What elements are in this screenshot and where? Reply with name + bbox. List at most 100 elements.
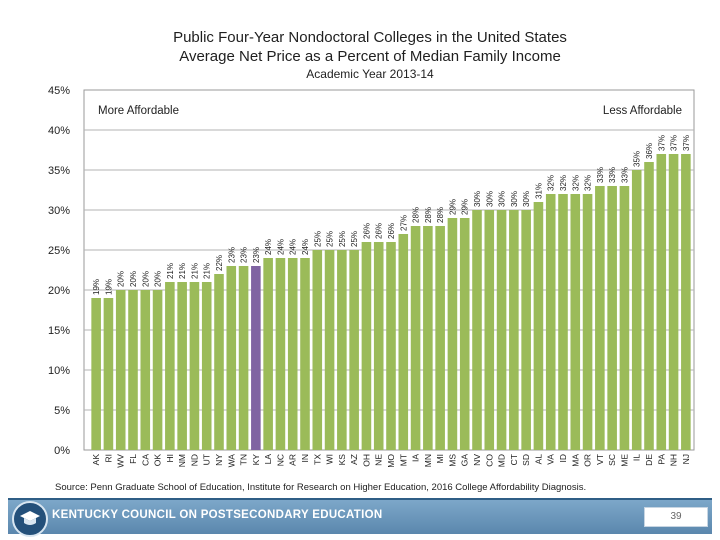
bar-chart: 0% 5% 10% 15% 20% 25% 30% 35% 40% 45% 19% AK 19% RI 20… <box>48 85 695 468</box>
data-label: 32% <box>547 175 556 191</box>
data-label: 24% <box>276 239 285 255</box>
bar-wi <box>324 250 335 450</box>
bar-mt <box>398 234 409 450</box>
bar-al <box>533 202 544 450</box>
data-label: 30% <box>485 191 494 207</box>
data-label: 20% <box>117 271 126 287</box>
x-tick-label: IA <box>411 454 421 462</box>
data-label: 36% <box>645 143 654 159</box>
x-tick-label: TN <box>239 454 249 465</box>
bar-sc <box>607 186 617 450</box>
x-tick-label: NM <box>177 454 187 467</box>
data-label: 29% <box>461 199 470 215</box>
y-tick-label: 30% <box>48 205 70 217</box>
bar-nj <box>681 154 691 450</box>
bar-sd <box>521 210 531 450</box>
data-label: 30% <box>473 191 482 207</box>
bar-or <box>582 194 593 450</box>
chart-title-block: Public Four-Year Nondoctoral Colleges in… <box>0 28 720 82</box>
bar-de <box>644 162 654 450</box>
x-tick-label: HI <box>165 454 175 463</box>
council-logo-icon <box>12 501 48 537</box>
bar-ks <box>337 250 347 450</box>
data-label: 23% <box>240 247 249 263</box>
x-tick-label: FL <box>128 454 138 464</box>
data-label: 21% <box>203 263 212 279</box>
data-label: 24% <box>289 239 298 255</box>
y-tick-label: 15% <box>48 325 70 337</box>
x-tick-label: ID <box>558 454 568 463</box>
annotation-less-affordable: Less Affordable <box>603 105 682 117</box>
data-label: 30% <box>510 191 519 207</box>
y-tick-label: 40% <box>48 125 70 137</box>
data-label: 23% <box>252 247 261 263</box>
data-label: 21% <box>190 263 199 279</box>
x-tick-label: AL <box>533 454 543 465</box>
bar-mn <box>423 226 433 450</box>
chart-subtitle-year: Academic Year 2013-14 <box>306 67 434 81</box>
bar-mi <box>435 226 445 450</box>
x-tick-label: OK <box>153 454 163 467</box>
x-tick-label: NJ <box>681 454 691 464</box>
data-label: 19% <box>92 279 101 295</box>
x-tick-label: AK <box>91 454 101 466</box>
data-label: 28% <box>412 207 421 223</box>
data-label: 33% <box>620 167 629 183</box>
data-label: 24% <box>301 239 310 255</box>
y-tick-label: 5% <box>54 405 70 417</box>
bar-vt <box>595 186 605 450</box>
data-label: 27% <box>399 215 408 231</box>
data-label: 28% <box>436 207 445 223</box>
bar-tn <box>238 266 249 450</box>
footer-org-name: KENTUCKY COUNCIL ON POSTSECONDARY EDUCAT… <box>52 509 383 521</box>
bar-nv <box>472 210 482 450</box>
bar-az <box>349 250 359 450</box>
bar-hi <box>165 282 175 450</box>
x-tick-label: MN <box>423 454 433 467</box>
data-label: 28% <box>424 207 433 223</box>
bar-id <box>558 194 568 450</box>
x-tick-label: NC <box>275 454 285 466</box>
x-tick-label: MA <box>570 454 580 467</box>
bar-nc <box>275 258 286 450</box>
bar-ga <box>459 218 470 450</box>
bar-ny <box>214 274 224 450</box>
data-label: 29% <box>448 199 457 215</box>
x-tick-label: GA <box>460 454 470 467</box>
x-tick-label: OH <box>361 454 371 467</box>
bar-me <box>619 186 630 450</box>
bar-fl <box>128 290 138 450</box>
bar-in <box>300 258 310 450</box>
bar-ky <box>251 266 261 450</box>
y-tick-label: 20% <box>48 285 70 297</box>
data-label: 20% <box>129 271 138 287</box>
bar-ms <box>447 218 458 450</box>
chart-title: Public Four-Year Nondoctoral Colleges in… <box>173 29 567 46</box>
bar-nd <box>189 282 200 450</box>
data-label: 32% <box>559 175 568 191</box>
data-label: 21% <box>166 263 175 279</box>
x-tick-label: NV <box>472 454 482 466</box>
x-tick-label: NH <box>669 454 679 466</box>
data-label: 32% <box>571 175 580 191</box>
x-tick-label: DE <box>644 454 654 466</box>
x-tick-label: CA <box>140 454 150 466</box>
bar-ok <box>152 290 163 450</box>
data-label: 33% <box>596 167 605 183</box>
x-tick-label: MS <box>447 454 457 467</box>
x-tick-label: ND <box>189 454 199 466</box>
x-tick-label: MI <box>435 454 445 463</box>
y-tick-label: 35% <box>48 165 70 177</box>
x-tick-label: TX <box>312 454 322 465</box>
x-tick-label: MT <box>398 454 408 466</box>
x-tick-label: NY <box>214 454 224 466</box>
bar-pa <box>656 154 667 450</box>
x-tick-label: KS <box>337 454 347 466</box>
chart-subtitle: Average Net Price as a Percent of Median… <box>179 48 561 65</box>
data-label: 25% <box>338 231 347 247</box>
bar-ca <box>140 290 151 450</box>
data-label: 25% <box>326 231 335 247</box>
x-tick-label: SD <box>521 454 531 466</box>
bar-wa <box>226 266 237 450</box>
bar-ut <box>201 282 212 450</box>
